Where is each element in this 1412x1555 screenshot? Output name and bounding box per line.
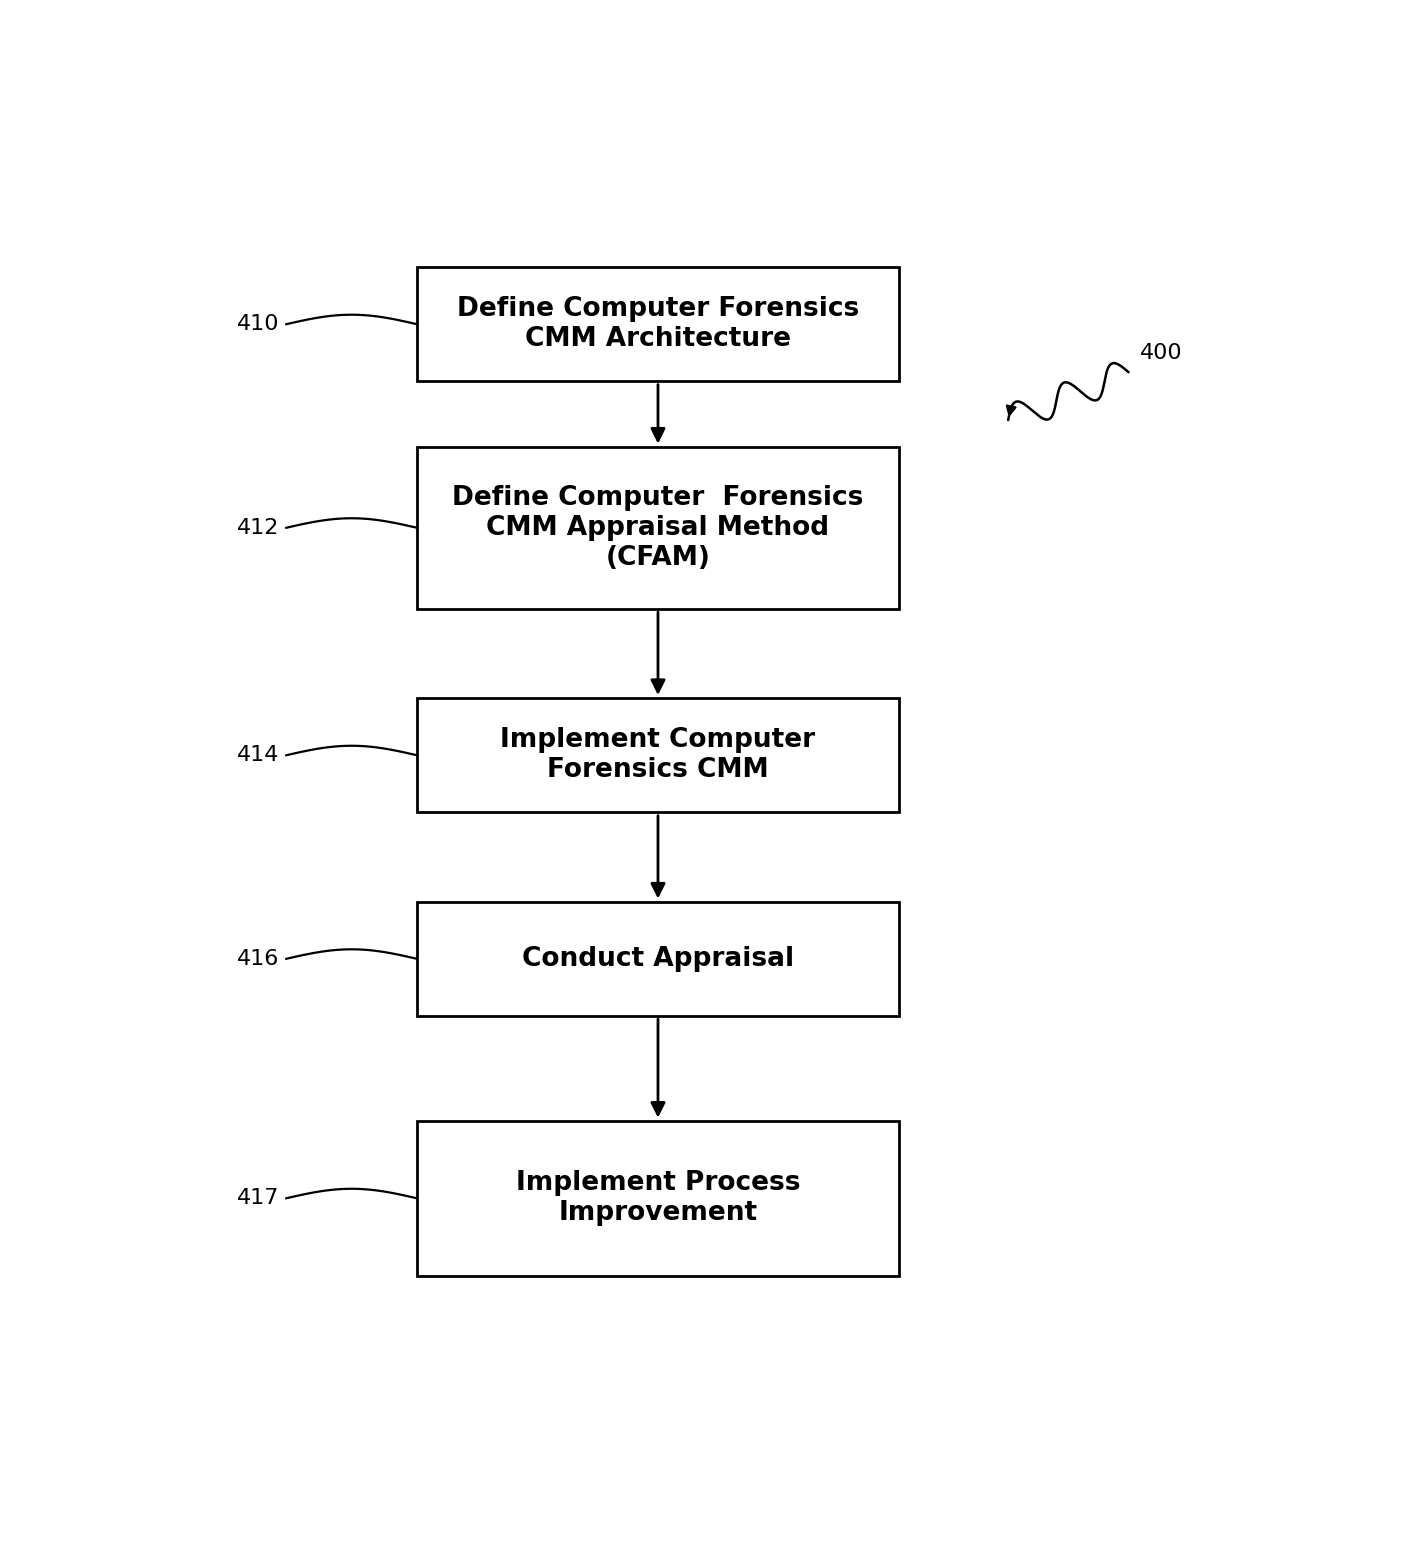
Text: Define Computer Forensics
CMM Architecture: Define Computer Forensics CMM Architectu… (457, 297, 858, 353)
FancyBboxPatch shape (418, 446, 899, 608)
Text: Implement Computer
Forensics CMM: Implement Computer Forensics CMM (500, 728, 816, 784)
FancyBboxPatch shape (418, 698, 899, 812)
Text: 414: 414 (237, 745, 280, 765)
Text: 416: 416 (237, 949, 280, 969)
FancyBboxPatch shape (418, 902, 899, 1015)
Text: 410: 410 (237, 314, 280, 334)
Text: Conduct Appraisal: Conduct Appraisal (522, 945, 794, 972)
Text: 412: 412 (237, 518, 280, 538)
FancyBboxPatch shape (418, 1121, 899, 1277)
Text: 400: 400 (1139, 342, 1182, 362)
Text: Implement Process
Improvement: Implement Process Improvement (515, 1171, 801, 1227)
FancyBboxPatch shape (418, 267, 899, 381)
Text: Define Computer  Forensics
CMM Appraisal Method
(CFAM): Define Computer Forensics CMM Appraisal … (452, 485, 864, 571)
Text: 417: 417 (237, 1188, 280, 1208)
